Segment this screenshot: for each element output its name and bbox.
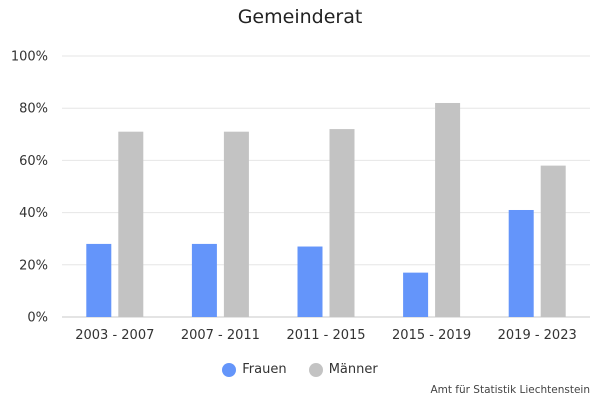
legend-item-maenner[interactable]: Männer: [308, 362, 378, 377]
legend-swatch-maenner: [308, 362, 323, 377]
y-tick-label: 40%: [19, 206, 48, 221]
bar-maenner[interactable]: [435, 102, 461, 317]
y-tick-label: 60%: [19, 154, 48, 169]
source-credit: Amt für Statistik Liechtenstein: [430, 384, 590, 396]
y-tick-label: 100%: [11, 50, 48, 65]
x-tick-label: 2019 - 2023: [498, 328, 577, 343]
x-tick-label: 2015 - 2019: [392, 328, 471, 343]
bar-maenner[interactable]: [223, 131, 249, 317]
legend-swatch-frauen: [222, 362, 237, 377]
x-tick-label: 2011 - 2015: [286, 328, 365, 343]
bar-maenner[interactable]: [118, 131, 144, 317]
bar-frauen[interactable]: [297, 246, 323, 317]
bar-frauen[interactable]: [508, 209, 534, 317]
bar-maenner[interactable]: [540, 165, 566, 317]
y-tick-label: 20%: [19, 258, 48, 273]
legend-label-maenner: Männer: [328, 362, 378, 377]
chart-title: Gemeinderat: [237, 6, 363, 28]
bar-frauen[interactable]: [191, 243, 217, 317]
legend-item-frauen[interactable]: Frauen: [222, 362, 287, 377]
x-tick-label: 2003 - 2007: [75, 328, 154, 343]
legend-label-frauen: Frauen: [242, 362, 287, 377]
y-tick-label: 80%: [19, 102, 48, 117]
bar-frauen[interactable]: [403, 272, 429, 317]
x-tick-label: 2007 - 2011: [181, 328, 260, 343]
bar-frauen[interactable]: [86, 243, 112, 317]
bar-maenner[interactable]: [329, 129, 355, 317]
y-tick-label: 0%: [27, 311, 48, 326]
chart-legend: Frauen Männer: [0, 362, 600, 381]
